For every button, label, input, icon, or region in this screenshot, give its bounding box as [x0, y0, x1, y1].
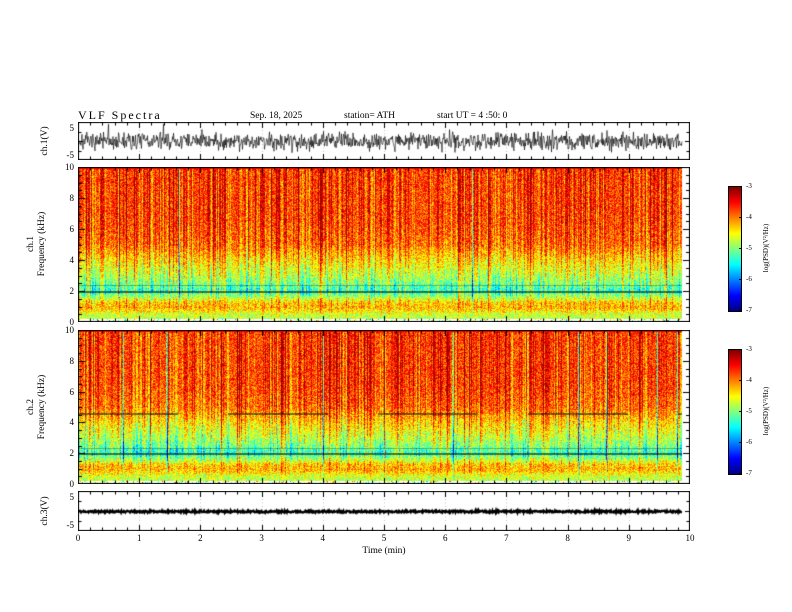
colorbar-tick-mark — [739, 442, 742, 443]
ch1-spectrogram-canvas — [78, 167, 690, 322]
x-tick-label: 1 — [136, 533, 142, 543]
colorbar-tick-label: -4 — [746, 213, 752, 221]
y-tick-label: 6 — [69, 387, 75, 397]
ch1-spec-axis-label: ch.1 Frequency (kHz) — [26, 169, 50, 319]
x-tick-label: 4 — [320, 533, 326, 543]
y-tick-label: 2 — [69, 448, 75, 458]
ch3-waveform-canvas — [78, 491, 690, 531]
y-tick-label: 8 — [69, 356, 75, 366]
y-tick-label: 10 — [65, 325, 74, 335]
colorbar-tick-label: -5 — [746, 407, 752, 415]
colorbar-tick-mark — [739, 310, 742, 311]
colorbar-tick-mark — [739, 279, 742, 280]
date-label: Sep. 18, 2025 — [250, 111, 303, 121]
y-tick-label: 4 — [69, 417, 75, 427]
colorbar-ch1-label: log(PSD)(V²/Hz) — [762, 223, 770, 273]
colorbar-tick-label: -7 — [746, 306, 752, 314]
y-tick-label: 8 — [69, 193, 75, 203]
ch1-spec-axis-label-line1: ch.1 — [26, 235, 36, 253]
y-tick-label: 2 — [69, 286, 75, 296]
y-tick-label: -5 — [66, 150, 75, 160]
ch2-spec-axis-label-line2: Frequency (kHz) — [37, 374, 47, 440]
y-tick-label: 4 — [69, 255, 75, 265]
colorbar-tick-label: -4 — [746, 376, 752, 384]
y-tick-label: -5 — [66, 520, 75, 530]
colorbar-tick-mark — [739, 380, 742, 381]
y-tick-label: 10 — [65, 162, 74, 172]
colorbar-tick-mark — [739, 248, 742, 249]
ch2-spec-axis-label: ch.2 Frequency (kHz) — [26, 332, 50, 482]
colorbar-tick-label: -3 — [746, 182, 752, 190]
y-tick-label: 5 — [69, 492, 75, 502]
x-tick-label: 3 — [259, 533, 264, 543]
colorbar-tick-label: -6 — [746, 275, 752, 283]
y-tick-label: 0 — [69, 317, 75, 327]
x-tick-label: 6 — [442, 533, 448, 543]
y-tick-label: 5 — [69, 123, 75, 133]
x-tick-label: 7 — [504, 533, 509, 543]
ch2-spectrogram-canvas — [78, 330, 690, 484]
start-ut-label: start UT = 4 :50: 0 — [437, 111, 508, 121]
ch1-waveform-canvas — [78, 122, 690, 160]
colorbar-ch2-label: log(PSD)(V²/Hz) — [762, 386, 770, 436]
ch2-spec-axis-label-line1: ch.2 — [26, 398, 36, 416]
x-tick-label: 9 — [626, 533, 632, 543]
figure-title: VLF Spectra — [78, 108, 162, 122]
station-label: station= ATH — [344, 111, 396, 121]
x-tick-label: 2 — [198, 533, 203, 543]
colorbar-tick-label: -5 — [746, 244, 752, 252]
y-tick-label: 6 — [69, 224, 75, 234]
x-axis-title: Time (min) — [362, 546, 406, 556]
colorbar-tick-mark — [739, 217, 742, 218]
colorbar-ch1 — [728, 186, 742, 312]
x-tick-label: 10 — [685, 533, 695, 543]
x-tick-label: 5 — [381, 533, 387, 543]
y-tick-label: 0 — [69, 479, 75, 489]
colorbar-tick-label: -7 — [746, 469, 752, 477]
colorbar-tick-mark — [739, 411, 742, 412]
colorbar-tick-mark — [739, 349, 742, 350]
colorbar-tick-mark — [739, 473, 742, 474]
ch1-spec-axis-label-line2: Frequency (kHz) — [37, 211, 47, 277]
colorbar-tick-label: -3 — [746, 345, 752, 353]
ch3-wave-axis-label: ch.3(V) — [40, 496, 50, 526]
colorbar-tick-mark — [739, 186, 742, 187]
x-tick-label: 8 — [565, 533, 570, 543]
colorbar-ch2 — [728, 349, 742, 475]
colorbar-tick-label: -6 — [746, 438, 752, 446]
x-tick-label: 0 — [75, 533, 81, 543]
